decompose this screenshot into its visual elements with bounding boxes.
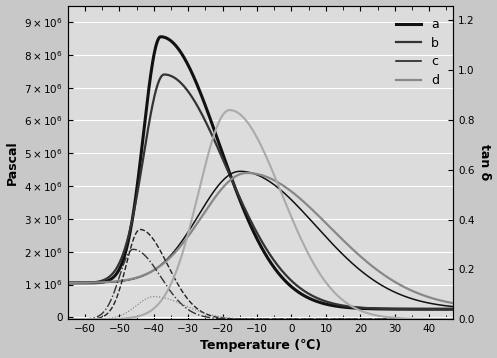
Legend: a, b, c, d: a, b, c, d [391,13,444,92]
Y-axis label: tan δ: tan δ [479,144,492,180]
X-axis label: Temperature (℃): Temperature (℃) [200,339,321,352]
Y-axis label: Pascal: Pascal [5,140,18,185]
